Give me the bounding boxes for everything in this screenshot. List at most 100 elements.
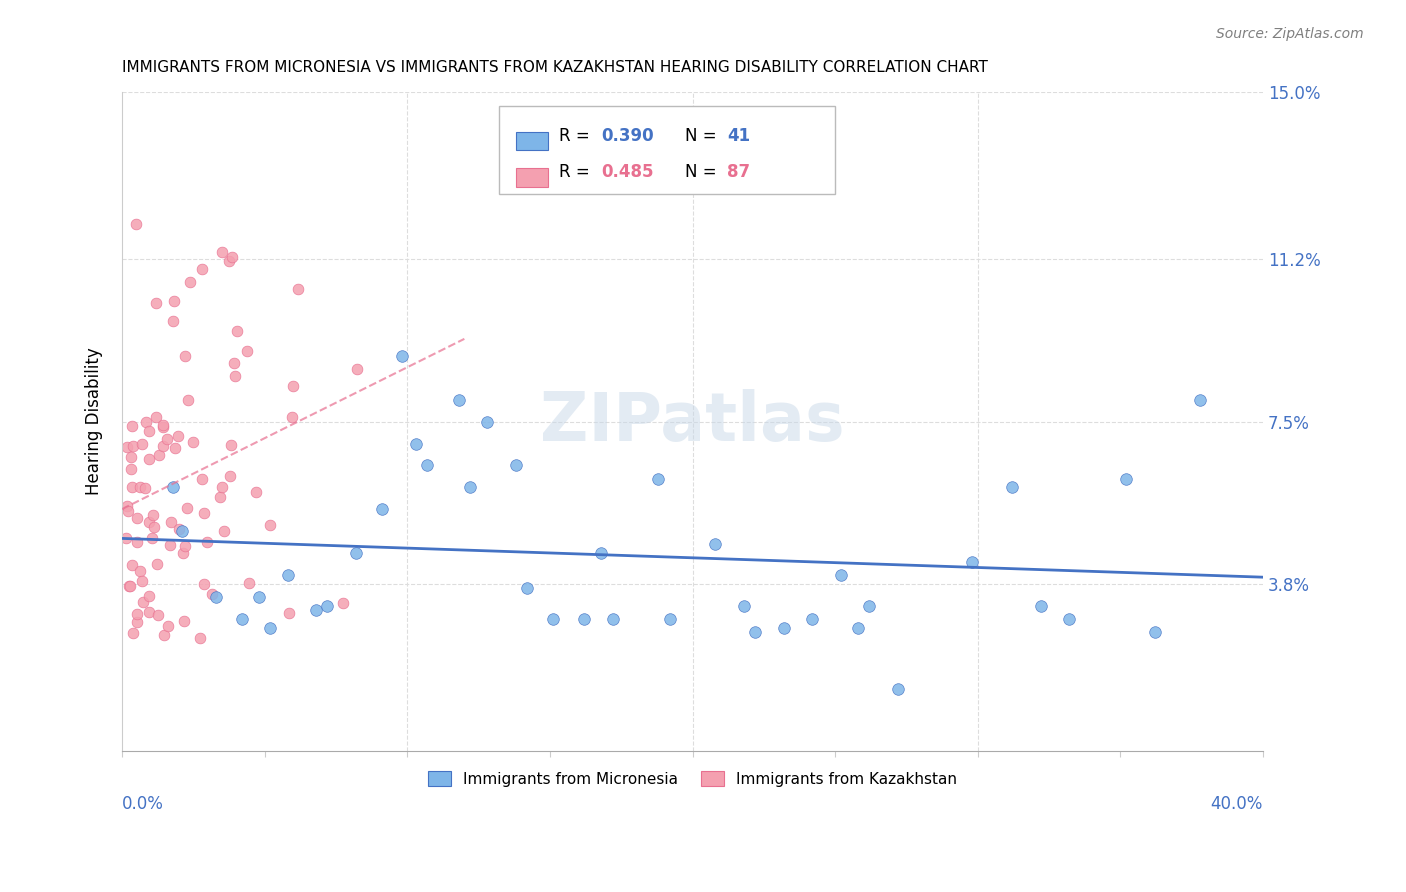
Point xyxy=(162,294,184,309)
Point xyxy=(118,579,141,593)
Point xyxy=(887,682,910,697)
Point xyxy=(125,511,148,525)
Point xyxy=(276,568,298,582)
Point xyxy=(458,480,481,494)
Point xyxy=(146,558,169,572)
Point xyxy=(121,558,143,573)
Text: ZIPatlas: ZIPatlas xyxy=(540,389,845,455)
Point xyxy=(1143,625,1166,640)
Point xyxy=(858,599,880,613)
Point xyxy=(125,217,148,231)
Point xyxy=(128,564,150,578)
Point xyxy=(157,619,180,633)
Text: Source: ZipAtlas.com: Source: ZipAtlas.com xyxy=(1216,27,1364,41)
Point xyxy=(120,579,142,593)
Point xyxy=(132,595,155,609)
Text: 87: 87 xyxy=(727,163,749,181)
Point xyxy=(128,480,150,494)
Point xyxy=(181,435,204,450)
Point xyxy=(259,621,281,635)
Text: IMMIGRANTS FROM MICRONESIA VS IMMIGRANTS FROM KAZAKHSTAN HEARING DISABILITY CORR: IMMIGRANTS FROM MICRONESIA VS IMMIGRANTS… xyxy=(122,60,988,75)
Text: R =: R = xyxy=(560,163,591,181)
Point xyxy=(391,349,413,363)
Text: N =: N = xyxy=(685,128,716,145)
Point xyxy=(305,603,328,617)
Point xyxy=(231,612,253,626)
Point xyxy=(960,555,983,569)
Bar xyxy=(499,105,835,194)
Point xyxy=(156,432,179,446)
Point xyxy=(173,540,195,554)
Point xyxy=(172,546,194,560)
Point xyxy=(1057,612,1080,626)
Point xyxy=(125,535,148,549)
Point xyxy=(125,607,148,622)
Legend: Immigrants from Micronesia, Immigrants from Kazakhstan: Immigrants from Micronesia, Immigrants f… xyxy=(419,762,966,796)
Point xyxy=(830,568,852,582)
Point xyxy=(197,534,219,549)
Text: N =: N = xyxy=(685,163,716,181)
Point xyxy=(211,244,233,259)
Point xyxy=(142,508,165,522)
Point xyxy=(744,625,766,640)
Point xyxy=(219,437,242,451)
Point xyxy=(122,439,145,453)
Point xyxy=(344,546,367,560)
Point xyxy=(516,582,538,596)
Point xyxy=(505,458,527,473)
Point xyxy=(201,587,224,601)
Point xyxy=(159,538,181,552)
Point xyxy=(191,472,214,486)
Point xyxy=(125,615,148,630)
Bar xyxy=(516,132,548,151)
Point xyxy=(416,458,439,473)
Point xyxy=(193,576,215,591)
Point xyxy=(176,500,198,515)
Point xyxy=(733,599,755,613)
Point xyxy=(131,574,153,588)
Point xyxy=(602,612,624,626)
Point xyxy=(238,576,260,591)
Point xyxy=(224,368,246,383)
Point xyxy=(138,589,160,603)
Point xyxy=(146,607,169,622)
Point xyxy=(1115,472,1137,486)
Point xyxy=(173,349,195,363)
Point xyxy=(162,313,184,327)
Point xyxy=(346,362,368,376)
Point xyxy=(117,504,139,518)
Point xyxy=(572,612,595,626)
Point xyxy=(541,612,564,626)
Point xyxy=(405,436,427,450)
Point xyxy=(115,440,138,454)
Point xyxy=(114,531,136,545)
Point xyxy=(287,282,309,296)
Point xyxy=(209,491,232,505)
Text: 0.0%: 0.0% xyxy=(122,795,165,813)
Point xyxy=(138,515,160,529)
Point xyxy=(218,253,240,268)
Text: 40.0%: 40.0% xyxy=(1211,795,1263,813)
Point xyxy=(120,462,142,476)
Point xyxy=(143,520,166,534)
Text: R =: R = xyxy=(560,128,591,145)
Point xyxy=(145,296,167,310)
Point xyxy=(1189,392,1212,407)
Point xyxy=(658,612,681,626)
Point xyxy=(846,621,869,635)
Text: 0.485: 0.485 xyxy=(602,163,654,181)
Point xyxy=(177,393,200,408)
Point xyxy=(236,344,259,359)
Point xyxy=(148,448,170,462)
Point xyxy=(152,420,174,434)
Point xyxy=(647,472,669,486)
Point xyxy=(704,537,727,551)
Point xyxy=(247,590,270,604)
Point xyxy=(163,441,186,455)
Point xyxy=(218,469,240,483)
Point xyxy=(205,590,228,604)
Point xyxy=(281,378,304,392)
Point xyxy=(141,531,163,545)
Point xyxy=(152,628,174,642)
Point xyxy=(591,546,613,560)
